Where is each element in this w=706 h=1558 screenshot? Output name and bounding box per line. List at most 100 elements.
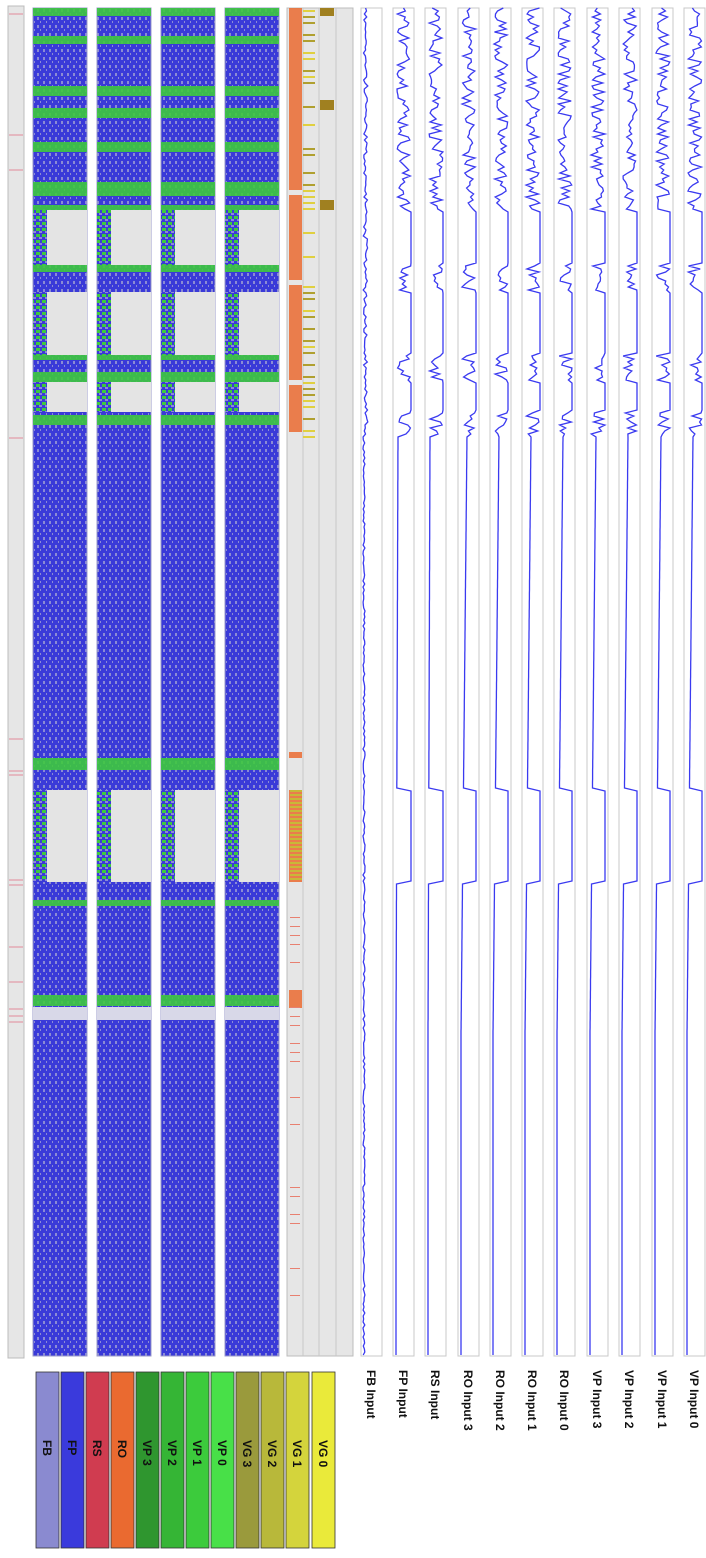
vg-tick xyxy=(290,842,302,844)
ro-tick xyxy=(290,1196,300,1197)
vg-tick xyxy=(290,878,302,880)
active-band xyxy=(33,758,87,770)
ro-tick xyxy=(290,917,300,918)
input-line xyxy=(556,7,575,1355)
vg-tick xyxy=(303,436,315,438)
vg-tick xyxy=(290,798,302,800)
ro-tick xyxy=(290,962,300,963)
idle-edge xyxy=(161,210,175,265)
active-band xyxy=(97,182,151,196)
vg-tick xyxy=(303,82,315,84)
vg-tick xyxy=(303,346,315,348)
legend-label: RO xyxy=(115,1440,129,1458)
legend-label: FP xyxy=(65,1440,79,1455)
core-panel xyxy=(32,7,88,1357)
gap-region xyxy=(33,1007,87,1020)
ro-tick xyxy=(290,1016,300,1017)
legend-label: VP 1 xyxy=(190,1440,204,1466)
legend-item: VG 1 xyxy=(285,1371,310,1549)
legend-label: VG 3 xyxy=(240,1440,254,1468)
active-band xyxy=(161,108,215,118)
legend-item: VP 2 xyxy=(160,1371,185,1549)
ro-tick xyxy=(290,1061,300,1062)
ro-block xyxy=(289,195,302,280)
vg-tick xyxy=(303,10,315,12)
ro-tick xyxy=(290,1007,300,1008)
idle-edge xyxy=(225,790,239,882)
input-line xyxy=(395,7,413,1355)
vg-tick xyxy=(290,814,302,816)
ro-tick xyxy=(290,1223,300,1224)
legend-item: VP 3 xyxy=(135,1371,160,1549)
active-band xyxy=(161,372,215,382)
ro-tick xyxy=(290,1268,300,1269)
active-band xyxy=(97,415,151,425)
active-band xyxy=(225,142,279,152)
active-band xyxy=(225,758,279,770)
vg-tick xyxy=(290,870,302,872)
active-band xyxy=(97,142,151,152)
legend-swatch xyxy=(210,1371,235,1549)
input-chart-bg xyxy=(489,7,512,1357)
state-panel xyxy=(286,7,354,1357)
vg-tick xyxy=(290,834,302,836)
idle-edge xyxy=(33,292,47,355)
vg-tick xyxy=(303,124,315,126)
vg-tick xyxy=(303,340,315,342)
active-band xyxy=(225,415,279,425)
input-label: VP Input 3 xyxy=(590,1370,604,1429)
vg-tick xyxy=(303,364,315,366)
ro-tick xyxy=(290,1295,300,1296)
vg-tick xyxy=(303,34,315,36)
vg-tick xyxy=(303,298,315,300)
core-panel xyxy=(224,7,280,1357)
vg-tick xyxy=(290,862,302,864)
input-chart xyxy=(651,7,674,1357)
vg-tick xyxy=(303,388,315,390)
input-labels: FB Input FP Input RS Input RO Input 3 RO Inp… xyxy=(364,1370,701,1431)
active-band xyxy=(161,182,215,196)
input-line xyxy=(686,7,704,1355)
vg-tick xyxy=(303,406,315,408)
vg-tick xyxy=(303,196,315,198)
idle-edge xyxy=(33,210,47,265)
legend: FB FP RS RO VP 3 VP 2 VP 1 VP 0 VG 3 VG 2 VG 1 VG 0 xyxy=(35,1371,336,1549)
legend-swatch xyxy=(60,1371,85,1549)
idle-edge xyxy=(97,790,111,882)
input-chart-bg xyxy=(683,7,706,1357)
input-chart xyxy=(360,7,383,1357)
vg-tick xyxy=(303,328,315,330)
gap-region xyxy=(97,1007,151,1020)
legend-label: VG 2 xyxy=(265,1440,279,1468)
ro-tick xyxy=(290,1097,300,1098)
vg-tick xyxy=(303,394,315,396)
vg-tick xyxy=(303,106,315,108)
active-band xyxy=(33,995,87,1006)
vg-tick xyxy=(303,202,315,204)
idle-edge xyxy=(33,790,47,882)
idle-edge xyxy=(225,292,239,355)
vg-tick xyxy=(290,818,302,820)
input-chart-bg xyxy=(457,7,480,1357)
legend-swatch xyxy=(85,1371,110,1549)
input-label: VP Input 2 xyxy=(622,1370,636,1429)
idle-edge xyxy=(97,292,111,355)
input-line xyxy=(523,7,542,1355)
vg-tick xyxy=(303,430,315,432)
input-line xyxy=(588,7,608,1355)
input-label: VP Input 0 xyxy=(687,1370,701,1429)
active-band xyxy=(225,995,279,1006)
active-band xyxy=(161,36,215,44)
input-line xyxy=(362,7,369,1356)
vg-tick xyxy=(303,52,315,54)
active-band xyxy=(33,86,87,96)
idle-edge xyxy=(97,210,111,265)
vg-tick xyxy=(303,76,315,78)
vg-tick xyxy=(303,172,315,174)
vg-tick xyxy=(303,148,315,150)
idle-edge xyxy=(97,382,111,412)
input-chart-bg xyxy=(618,7,641,1357)
vg-tick xyxy=(290,806,302,808)
vg-tick xyxy=(303,382,315,384)
legend-swatch xyxy=(235,1371,260,1549)
